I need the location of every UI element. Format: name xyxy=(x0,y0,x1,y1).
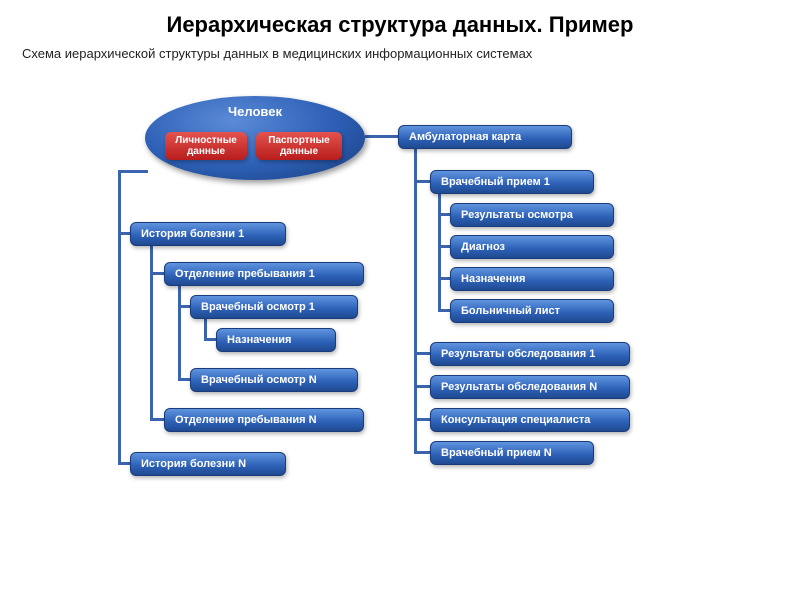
connector-line xyxy=(204,319,207,340)
page-title: Иерархическая структура данных. Пример xyxy=(0,0,800,38)
blue-box-histN: История болезни N xyxy=(130,452,286,476)
blue-box-nazn_l: Назначения xyxy=(216,328,336,352)
blue-box-ambul: Амбулаторная карта xyxy=(398,125,572,149)
blue-box-vosmN: Врачебный осмотр N xyxy=(190,368,358,392)
connector-line xyxy=(438,194,441,311)
blue-box-resobs1: Результаты обследования 1 xyxy=(430,342,630,366)
blue-box-visit1: Врачебный прием 1 xyxy=(430,170,594,194)
blue-box-vosm1: Врачебный осмотр 1 xyxy=(190,295,358,319)
blue-box-deptN: Отделение пребывания N xyxy=(164,408,364,432)
blue-box-blist: Больничный лист xyxy=(450,299,614,323)
connector-line xyxy=(118,170,148,173)
blue-box-consult: Консультация специалиста xyxy=(430,408,630,432)
red-box-passport: Паспортныеданные xyxy=(256,132,342,160)
blue-box-nazn_r: Назначения xyxy=(450,267,614,291)
connector-line xyxy=(365,135,398,138)
blue-box-resosm: Результаты осмотра xyxy=(450,203,614,227)
blue-box-resobsN: Результаты обследования N xyxy=(430,375,630,399)
connector-line xyxy=(178,286,181,380)
blue-box-visitN: Врачебный прием N xyxy=(430,441,594,465)
connector-line xyxy=(118,170,121,464)
page-subtitle: Схема иерархической структуры данных в м… xyxy=(0,38,800,61)
blue-box-dept1: Отделение пребывания 1 xyxy=(164,262,364,286)
blue-box-diag: Диагноз xyxy=(450,235,614,259)
connector-line xyxy=(414,149,417,453)
root-ellipse-label: Человек xyxy=(145,104,365,119)
hierarchy-diagram: Человек Личностныеданные Паспортныеданные А… xyxy=(0,90,800,600)
red-box-personal: Личностныеданные xyxy=(165,132,247,160)
blue-box-hist1: История болезни 1 xyxy=(130,222,286,246)
